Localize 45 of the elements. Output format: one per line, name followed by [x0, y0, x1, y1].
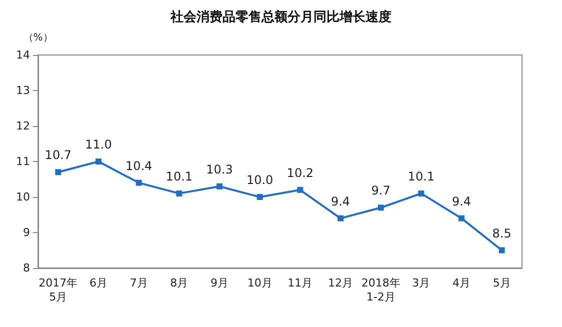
- data-label: 10.4: [125, 158, 152, 173]
- x-tick-label: 12月: [328, 276, 353, 290]
- point: [96, 158, 102, 164]
- y-axis-title: （%）: [23, 32, 53, 44]
- point: [498, 247, 505, 254]
- point: [378, 204, 384, 211]
- y-tick-label: 12: [16, 120, 30, 132]
- data-label: 9.4: [452, 194, 472, 208]
- data-label: 10.7: [44, 148, 72, 162]
- x-tick-label: 2018年 1-2月: [361, 276, 400, 304]
- point: [136, 180, 142, 186]
- point: [297, 186, 304, 193]
- point: [418, 190, 424, 196]
- x-tick-label: 8月: [170, 276, 188, 290]
- data-label: 10.2: [286, 166, 314, 180]
- point: [176, 190, 182, 196]
- point: [256, 194, 263, 200]
- x-tick-label: 3月: [412, 276, 430, 290]
- y-tick-label: 13: [16, 84, 30, 97]
- x-tick-label: 7月: [130, 276, 148, 290]
- data-label: 10.3: [206, 162, 233, 176]
- x-tick-label: 6月: [90, 276, 108, 290]
- point: [55, 169, 62, 176]
- data-label: 10.1: [166, 169, 193, 184]
- data-label: 8.5: [492, 226, 512, 240]
- x-tick-label: 9月: [210, 276, 228, 290]
- data-label: 9.4: [330, 194, 350, 208]
- data-label: 9.7: [371, 184, 390, 198]
- y-tick-label: 9: [23, 226, 30, 239]
- x-tick-label: 10月: [247, 276, 272, 290]
- point: [338, 215, 344, 222]
- y-tick-label: 14: [16, 48, 30, 62]
- y-tick-label: 11: [16, 155, 30, 168]
- y-tick-label: 8: [23, 262, 30, 274]
- data-label: 10.0: [246, 173, 274, 187]
- point: [216, 183, 222, 190]
- x-tick-label: 2017年 5月: [38, 276, 78, 304]
- x-tick-label: 5月: [492, 276, 511, 290]
- point: [458, 215, 464, 222]
- data-label: 10.1: [408, 169, 435, 184]
- data-label: 11.0: [85, 138, 112, 152]
- chart-title: 社会消费品零售总额分月同比增长速度: [170, 9, 392, 25]
- x-tick-label: 4月: [452, 276, 470, 290]
- x-tick-label: 11月: [288, 276, 313, 290]
- y-tick-label: 10: [16, 190, 30, 204]
